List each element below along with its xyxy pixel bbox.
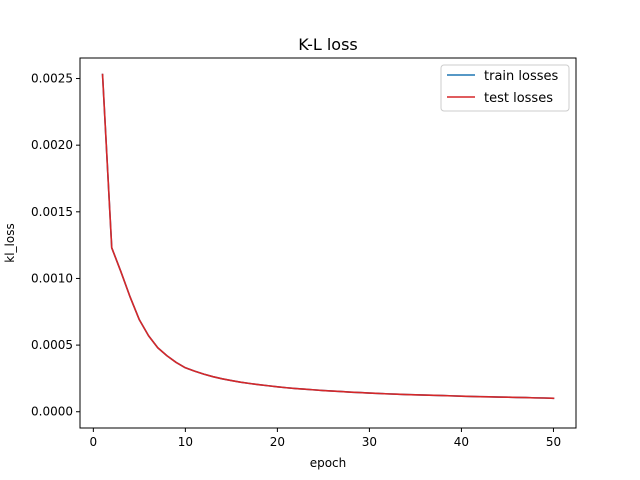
y-axis-ticks: 0.0000 0.0005 0.0010 0.0015 0.0020 0.0025 [31, 72, 80, 419]
x-tick-label: 30 [362, 435, 377, 449]
plot-area [80, 58, 576, 428]
series-lines [101, 73, 555, 400]
legend-label-train-losses: train losses [484, 69, 559, 84]
series-line-test-losses [101, 73, 555, 400]
y-tick-label: 0.0025 [31, 72, 73, 86]
y-tick-label: 0.0010 [31, 271, 73, 285]
x-tick-label: 0 [90, 435, 98, 449]
legend: train losses test losses [440, 64, 570, 112]
plot-border [79, 57, 577, 429]
y-axis-label: kl_loss [3, 223, 17, 262]
legend-box [440, 64, 570, 112]
legend-label-test-losses: test losses [484, 91, 553, 106]
x-tick-label: 10 [178, 435, 193, 449]
y-tick-label: 0.0000 [31, 405, 73, 419]
y-tick-label: 0.0015 [31, 205, 73, 219]
x-axis-label: epoch [310, 456, 347, 470]
chart-title: K-L loss [298, 35, 358, 54]
x-tick-label: 50 [546, 435, 561, 449]
x-axis-ticks: 0 10 20 30 40 50 [90, 428, 561, 449]
x-tick-label: 20 [270, 435, 285, 449]
x-tick-label: 40 [454, 435, 469, 449]
y-tick-label: 0.0020 [31, 138, 73, 152]
y-tick-label: 0.0005 [31, 338, 73, 352]
